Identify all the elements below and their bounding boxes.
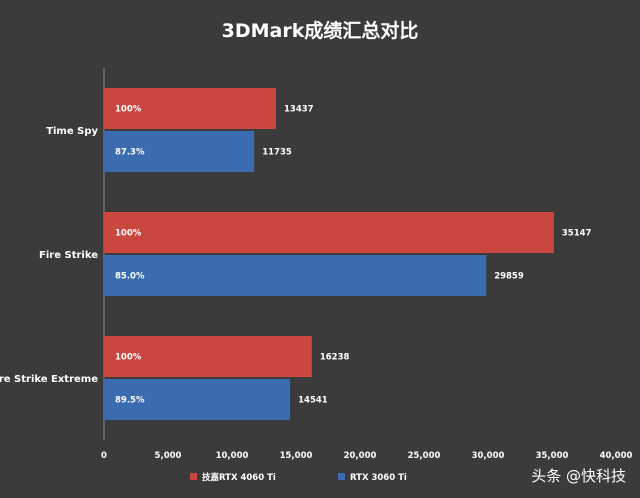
bars-layer	[104, 88, 554, 420]
x-tick-label: 25,000	[408, 451, 441, 461]
x-tick-label: 10,000	[216, 451, 249, 461]
legend-item-rtx-3060-ti: RTX 3060 Ti	[350, 473, 407, 483]
x-axis-ticks: 0 5,000 10,000 15,000 20,000 25,000 30,000 35,0…	[101, 451, 632, 461]
percent-label: 100%	[115, 353, 142, 363]
value-label: 16238	[320, 353, 350, 363]
bar-rtx-4060-ti	[104, 212, 554, 253]
value-label: 13437	[284, 105, 314, 115]
category-label: Fire Strike	[39, 250, 98, 261]
bar-rtx-3060-ti	[104, 131, 255, 172]
legend-item-rtx-4060-ti: 技嘉RTX 4060 Ti	[202, 472, 276, 483]
bar-rtx-3060-ti	[104, 255, 487, 296]
value-label: 35147	[562, 229, 592, 239]
chart-title: 3DMark成绩汇总对比	[222, 19, 419, 42]
x-tick-label: 20,000	[344, 451, 377, 461]
legend-swatch	[190, 473, 197, 480]
category-label: Time Spy	[46, 126, 98, 137]
x-tick-label: 0	[101, 451, 107, 461]
value-label: 29859	[494, 272, 524, 282]
percent-label: 100%	[115, 229, 142, 239]
x-tick-label: 30,000	[472, 451, 505, 461]
x-tick-label: 15,000	[280, 451, 313, 461]
percent-label: 89.5%	[115, 396, 145, 406]
legend-swatch	[338, 473, 345, 480]
watermark-text: 头条 @快科技	[531, 467, 626, 485]
x-tick-label: 35,000	[536, 451, 569, 461]
bar-rtx-4060-ti	[104, 88, 276, 129]
value-label: 11735	[262, 148, 292, 158]
bar-rtx-4060-ti	[104, 336, 312, 377]
percent-label: 87.3%	[115, 148, 145, 158]
legend: 技嘉RTX 4060 Ti RTX 3060 Ti	[190, 472, 407, 483]
x-tick-label: 40,000	[600, 451, 633, 461]
labels-layer: Time Spy 100% 13437 87.3% 11735 Fire Strike 10…	[0, 105, 592, 406]
value-label: 14541	[298, 396, 328, 406]
category-label: Fire Strike Extreme	[0, 374, 98, 385]
x-tick-label: 5,000	[155, 451, 182, 461]
percent-label: 85.0%	[115, 272, 145, 282]
percent-label: 100%	[115, 105, 142, 115]
bar-rtx-3060-ti	[104, 379, 291, 420]
